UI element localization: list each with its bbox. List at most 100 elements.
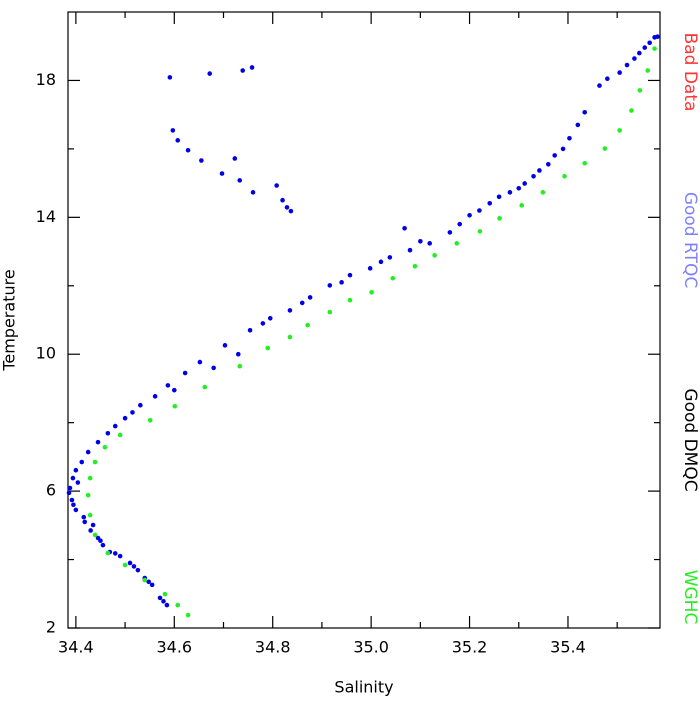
point bbox=[142, 577, 148, 583]
point bbox=[164, 602, 170, 608]
point bbox=[287, 308, 293, 313]
point bbox=[347, 297, 353, 303]
legend-label: Good DMQC bbox=[680, 388, 700, 491]
point bbox=[98, 538, 103, 544]
point bbox=[274, 183, 279, 188]
point bbox=[507, 190, 513, 195]
point bbox=[288, 208, 294, 214]
point bbox=[131, 564, 137, 569]
point bbox=[199, 158, 204, 163]
point bbox=[284, 205, 290, 210]
point bbox=[418, 238, 423, 244]
point bbox=[457, 221, 463, 227]
point bbox=[575, 122, 581, 128]
y-tick-label: 18 bbox=[36, 70, 56, 89]
point bbox=[519, 203, 525, 208]
point bbox=[545, 161, 551, 167]
point bbox=[260, 321, 266, 326]
point bbox=[147, 417, 153, 423]
point bbox=[390, 275, 396, 281]
point bbox=[299, 300, 305, 306]
point bbox=[67, 485, 73, 491]
point bbox=[185, 147, 191, 153]
point bbox=[327, 309, 333, 315]
point bbox=[280, 197, 285, 203]
x-axis-label: Salinity bbox=[334, 678, 393, 697]
point bbox=[70, 475, 76, 481]
point bbox=[73, 467, 79, 473]
point bbox=[496, 194, 502, 200]
point bbox=[582, 160, 588, 166]
point bbox=[167, 75, 173, 80]
point bbox=[265, 345, 271, 351]
point bbox=[327, 283, 333, 288]
point bbox=[267, 315, 273, 321]
point bbox=[516, 185, 522, 191]
point bbox=[652, 46, 657, 51]
point bbox=[454, 241, 460, 246]
point bbox=[637, 50, 642, 56]
point bbox=[637, 88, 643, 93]
point bbox=[567, 135, 572, 141]
point bbox=[112, 551, 118, 556]
point bbox=[135, 567, 141, 573]
point bbox=[402, 225, 407, 231]
x-tick-label: 35.0 bbox=[353, 638, 389, 657]
y-tick-label: 2 bbox=[46, 618, 56, 637]
point bbox=[647, 40, 652, 46]
point bbox=[122, 415, 128, 421]
y-tick-label: 14 bbox=[36, 207, 56, 226]
point bbox=[92, 459, 98, 465]
point bbox=[427, 241, 432, 246]
point bbox=[287, 334, 293, 340]
point bbox=[467, 212, 472, 218]
point bbox=[232, 156, 238, 161]
point bbox=[71, 502, 76, 508]
point bbox=[90, 522, 96, 528]
point bbox=[582, 109, 588, 115]
point bbox=[172, 403, 178, 409]
y-tick-label: 10 bbox=[36, 344, 56, 363]
point bbox=[152, 394, 158, 399]
point bbox=[95, 439, 101, 445]
point bbox=[562, 173, 567, 179]
point bbox=[477, 229, 483, 234]
point bbox=[85, 449, 91, 455]
point bbox=[175, 602, 181, 608]
point bbox=[369, 289, 374, 295]
legend-label: WGHC bbox=[680, 570, 700, 625]
point bbox=[629, 108, 634, 113]
point bbox=[560, 146, 566, 152]
point bbox=[170, 128, 176, 133]
point bbox=[540, 190, 546, 195]
point bbox=[112, 423, 118, 429]
point bbox=[100, 542, 106, 548]
point bbox=[605, 76, 610, 82]
point bbox=[75, 480, 81, 485]
point bbox=[211, 365, 216, 371]
point bbox=[182, 370, 188, 376]
point bbox=[250, 190, 256, 195]
point bbox=[477, 208, 482, 213]
point bbox=[105, 550, 111, 556]
point bbox=[207, 71, 213, 76]
point bbox=[127, 560, 133, 566]
point bbox=[171, 387, 177, 393]
point bbox=[105, 430, 111, 436]
plot-frame bbox=[67, 11, 661, 629]
point bbox=[624, 62, 630, 68]
x-tick-label: 34.8 bbox=[255, 638, 291, 657]
point bbox=[146, 579, 152, 585]
legend-label: Bad Data bbox=[680, 33, 700, 112]
point bbox=[531, 173, 536, 179]
point bbox=[487, 201, 493, 206]
point bbox=[149, 582, 155, 588]
point bbox=[305, 322, 310, 328]
point bbox=[87, 512, 93, 518]
point bbox=[73, 507, 79, 513]
point bbox=[617, 70, 622, 75]
point bbox=[117, 553, 123, 559]
point bbox=[219, 171, 225, 176]
point bbox=[367, 266, 373, 271]
